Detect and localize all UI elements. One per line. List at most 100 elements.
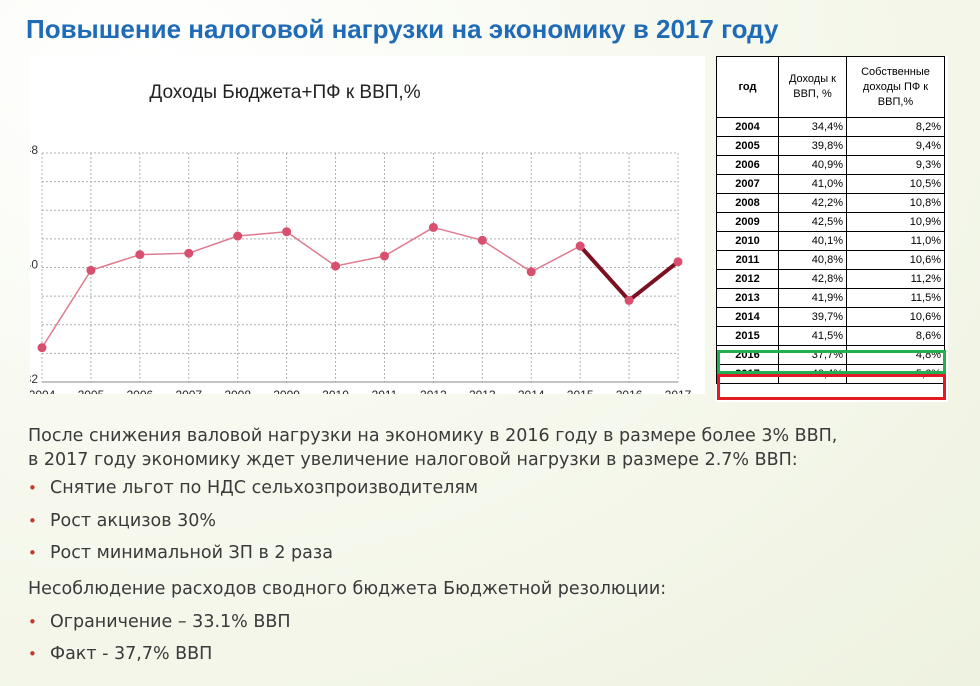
intro-line-1: После снижения валовой нагрузки на эконо…: [28, 426, 838, 446]
table-cell-own-income: 10,5%: [846, 174, 945, 194]
data-point: [673, 257, 683, 267]
highlight-2017-box: [717, 374, 946, 400]
data-table-container: год Доходы к ВВП, % Собственные доходы П…: [716, 56, 948, 402]
table-cell-income: 34,4%: [778, 117, 847, 137]
bullet-icon: •: [28, 645, 37, 663]
data-point: [575, 241, 585, 251]
x-tick-label: 2016: [616, 388, 643, 394]
series-segment-highlight: [578, 244, 632, 303]
series-segment: [432, 226, 484, 242]
table-row: 2005 39,8% 9,4%: [716, 136, 945, 156]
series-segment-highlight: [627, 259, 680, 303]
table-row: 2007 41,0% 10,5%: [716, 174, 945, 194]
slide-title: Повышение налоговой нагрузки на экономик…: [26, 14, 779, 44]
series-segment: [481, 239, 532, 273]
table-cell-year: 2013: [716, 288, 779, 308]
table-cell-own-income: 9,4%: [846, 136, 945, 156]
list-item: • Ограничение – 33.1% ВВП: [28, 612, 291, 632]
chart-x-ticks: 2004 2005 2006 2007 2008 2009 2010 2011 2012 2013…: [30, 388, 692, 394]
data-point: [428, 222, 438, 232]
data-point: [184, 248, 194, 258]
table-cell-income: 42,8%: [778, 269, 847, 289]
table-row: 2008 42,2% 10,8%: [716, 193, 945, 213]
table-cell-own-income: 11,5%: [846, 288, 945, 308]
data-point: [86, 265, 96, 275]
data-point: [526, 267, 536, 277]
list-item: • Рост акцизов 30%: [28, 511, 216, 531]
bullet-icon: •: [28, 479, 37, 497]
table-cell-income: 40,1%: [778, 231, 847, 251]
table-cell-year: 2012: [716, 269, 779, 289]
table-cell-own-income: 10,9%: [846, 212, 945, 232]
table-cell-year: 2014: [716, 307, 779, 327]
table-row: 2013 41,9% 11,5%: [716, 288, 945, 308]
list-item: • Рост минимальной ЗП в 2 раза: [28, 543, 333, 563]
table-cell-income: 41,0%: [778, 174, 847, 194]
x-tick-label: 2008: [224, 388, 251, 394]
series-segment: [188, 235, 239, 254]
x-tick-label: 2017: [665, 388, 692, 394]
series-segment: [383, 226, 435, 257]
table-cell-income: 42,5%: [778, 212, 847, 232]
second-heading-text: Несоблюдение расходов сводного бюджета Б…: [28, 579, 667, 599]
bullet-text: Снятие льгот по НДС сельхозпроизводителя…: [50, 478, 479, 498]
bullet-icon: •: [28, 544, 37, 562]
bullet-text: Факт - 37,7% ВВП: [50, 644, 213, 664]
y-tick-label: 48: [30, 143, 38, 157]
highlight-2016-box: [717, 350, 946, 374]
series-segment: [334, 255, 386, 267]
data-point: [282, 227, 292, 237]
x-tick-label: 2010: [322, 388, 349, 394]
data-point: [379, 251, 389, 261]
chart-grid: [41, 152, 679, 383]
table-row: 2006 40,9% 9,3%: [716, 155, 945, 175]
x-tick-label: 2005: [78, 388, 105, 394]
table-cell-income: 39,8%: [778, 136, 847, 156]
table-cell-year: 2008: [716, 193, 779, 213]
table-cell-income: 41,9%: [778, 288, 847, 308]
intro-paragraph: После снижения валовой нагрузки на эконо…: [28, 424, 837, 472]
list-item: • Снятие льгот по НДС сельхозпроизводите…: [28, 478, 478, 498]
table-row: 2010 40,1% 11,0%: [716, 231, 945, 251]
data-point: [624, 295, 634, 305]
table-cell-year: 2005: [716, 136, 779, 156]
table-header-own-income: Собственные доходы ПФ к ВВП,%: [846, 56, 945, 118]
x-tick-label: 2011: [372, 388, 398, 394]
table-cell-own-income: 8,2%: [846, 117, 945, 137]
data-point: [233, 231, 243, 241]
data-point: [37, 343, 47, 353]
data-table: год Доходы к ВВП, % Собственные доходы П…: [716, 56, 945, 384]
data-point: [477, 235, 487, 245]
table-cell-income: 39,7%: [778, 307, 847, 327]
x-tick-label: 2013: [469, 388, 496, 394]
table-row: 2014 39,7% 10,6%: [716, 307, 945, 327]
bullet-icon: •: [28, 512, 37, 530]
table-cell-year: 2015: [716, 326, 779, 346]
table-cell-own-income: 11,2%: [846, 269, 945, 289]
series-segment: [285, 230, 337, 267]
y-tick-label: 40: [30, 258, 38, 272]
table-cell-income: 40,8%: [778, 250, 847, 270]
line-chart: Доходы Бюджета+ПФ к ВВП,% 484032 2004200…: [30, 56, 705, 394]
table-cell-own-income: 9,3%: [846, 155, 945, 175]
data-point: [135, 250, 145, 260]
bullet-text: Рост акцизов 30%: [50, 511, 217, 531]
chart-svg: Доходы Бюджета+ПФ к ВВП,% 484032 2004200…: [30, 82, 692, 394]
table-cell-year: 2010: [716, 231, 779, 251]
intro-line-2: в 2017 году экономику ждет увеличение на…: [28, 450, 798, 470]
table-header-year: год: [716, 56, 779, 118]
table-cell-year: 2009: [716, 212, 779, 232]
chart-series-points: [37, 222, 683, 353]
series-segment: [236, 230, 288, 237]
table-cell-year: 2011: [716, 250, 779, 270]
series-segment: [41, 269, 92, 349]
bullet-text: Ограничение – 33.1% ВВП: [50, 612, 291, 632]
series-segment: [90, 253, 141, 272]
table-row: 2011 40,8% 10,6%: [716, 250, 945, 270]
table-cell-own-income: 10,6%: [846, 307, 945, 327]
series-segment: [139, 252, 190, 256]
second-heading: Несоблюдение расходов сводного бюджета Б…: [28, 577, 666, 601]
list-item: • Факт - 37,7% ВВП: [28, 644, 212, 664]
table-body: 2004 34,4% 8,2% 2005 39,8% 9,4% 2006 40,9% 9,3% 2…: [716, 117, 945, 384]
x-tick-label: 2009: [273, 388, 300, 394]
